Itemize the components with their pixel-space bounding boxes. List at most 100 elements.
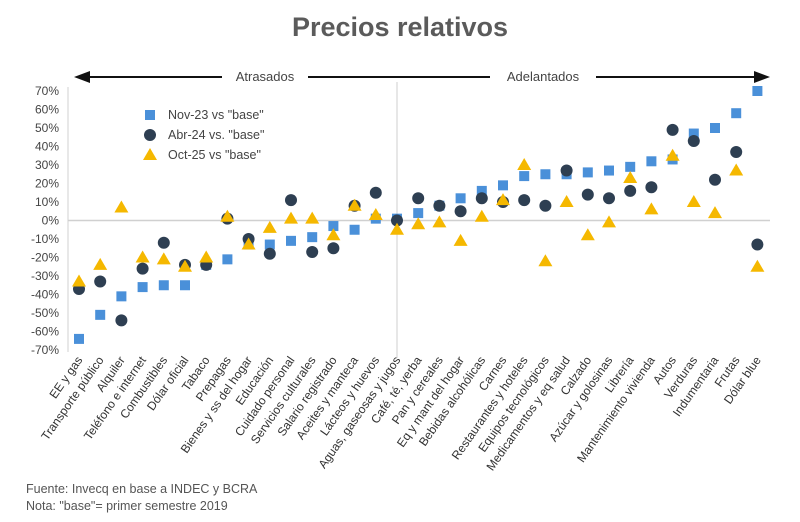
point-triangle-24 <box>580 228 595 241</box>
point-circle-1 <box>94 275 107 288</box>
point-triangle-18 <box>453 233 468 246</box>
base-note: Nota: "base"= primer semestre 2019 <box>26 499 228 513</box>
point-square-24 <box>582 167 593 178</box>
point-circle-10 <box>285 194 297 207</box>
point-triangle-4 <box>156 252 171 265</box>
legend-label: Oct-25 vs "base" <box>168 148 261 162</box>
y-tick-label: -30% <box>31 269 59 283</box>
arrow-band: Atrasados Adelantados <box>74 67 770 358</box>
axes: 70% 60% 50% 40% 30% 20% 10% 0% -10% -20% -30% -40% -… <box>31 84 770 357</box>
point-square-3 <box>137 282 148 293</box>
point-triangle-15 <box>390 222 404 235</box>
point-circle-2 <box>115 314 128 327</box>
legend-label: Abr-24 vs. "base" <box>168 128 264 142</box>
point-square-27 <box>646 156 657 167</box>
point-triangle-5 <box>178 259 192 272</box>
point-circle-25 <box>603 192 615 205</box>
y-tick-label: 30% <box>35 158 59 172</box>
point-circle-31 <box>730 146 743 159</box>
point-triangle-14 <box>368 207 383 220</box>
y-tick-label: 20% <box>35 177 59 191</box>
point-circle-24 <box>581 188 594 201</box>
point-triangle-16 <box>411 217 426 230</box>
y-tick-label: 60% <box>35 103 59 117</box>
point-circle-9 <box>263 247 276 260</box>
point-circle-32 <box>751 238 764 251</box>
point-square-9 <box>264 239 275 250</box>
point-square-12 <box>328 221 339 232</box>
point-square-21 <box>519 171 530 182</box>
point-triangle-1 <box>93 257 108 270</box>
point-square-7 <box>222 254 233 265</box>
point-circle-17 <box>433 199 446 212</box>
point-triangle-28 <box>665 148 680 161</box>
point-triangle-7 <box>220 209 235 222</box>
point-triangle-26 <box>623 170 638 183</box>
y-tick-label: 10% <box>35 195 59 209</box>
y-tick-label: -70% <box>31 343 59 357</box>
point-square-31 <box>731 108 742 119</box>
y-tick-label: 40% <box>35 140 59 154</box>
page-title: Precios relativos <box>291 12 509 42</box>
point-circle-26 <box>624 184 637 197</box>
point-triangle-20 <box>496 193 510 206</box>
point-circle-21 <box>518 194 531 207</box>
y-tick-label: -50% <box>31 306 59 320</box>
point-circle-15 <box>391 214 403 227</box>
point-square-32 <box>752 86 763 96</box>
legend: Nov-23 vs "base" Abr-24 vs. "base" Oct-25 … <box>143 108 264 162</box>
y-tick-label: -10% <box>31 232 59 246</box>
point-square-30 <box>710 123 720 133</box>
point-circle-19 <box>475 192 488 205</box>
point-square-19 <box>476 185 487 196</box>
point-triangle-32 <box>750 259 765 272</box>
point-triangle-23 <box>559 195 574 207</box>
point-triangle-13 <box>347 198 362 211</box>
point-circle-3 <box>136 262 149 275</box>
point-circle-30 <box>709 173 721 186</box>
arrow-label-left: Atrasados <box>236 69 295 84</box>
point-square-0 <box>74 333 84 344</box>
legend-marker-square <box>145 110 155 120</box>
point-triangle-19 <box>474 209 489 222</box>
arrow-left-icon <box>74 71 90 83</box>
point-square-2 <box>116 291 127 302</box>
legend-marker-circle <box>144 129 156 141</box>
point-triangle-0 <box>72 274 86 287</box>
point-triangle-30 <box>708 206 722 219</box>
point-square-13 <box>349 224 360 235</box>
point-triangle-11 <box>305 211 320 224</box>
point-square-1 <box>95 309 106 320</box>
point-circle-29 <box>687 134 700 147</box>
point-circle-16 <box>412 192 425 205</box>
source-note: Fuente: Invecq en base a INDEC y BCRA <box>26 482 258 496</box>
point-square-5 <box>180 280 190 291</box>
point-square-11 <box>307 232 318 243</box>
point-triangle-22 <box>538 254 553 267</box>
point-square-4 <box>158 280 169 291</box>
y-tick-label: -40% <box>31 288 59 302</box>
point-circle-27 <box>645 181 658 194</box>
legend-marker-triangle <box>143 148 157 160</box>
point-circle-22 <box>539 199 552 212</box>
data-marks <box>72 86 765 344</box>
point-square-18 <box>455 193 466 204</box>
point-triangle-3 <box>135 250 150 263</box>
point-square-10 <box>286 235 296 246</box>
point-triangle-29 <box>686 195 701 207</box>
point-triangle-10 <box>284 211 298 224</box>
y-tick-label: -20% <box>31 251 59 265</box>
point-triangle-8 <box>241 237 256 250</box>
point-circle-14 <box>369 186 382 199</box>
point-square-25 <box>604 165 614 176</box>
point-square-26 <box>625 161 636 172</box>
point-circle-12 <box>327 242 340 255</box>
point-triangle-12 <box>326 228 341 241</box>
y-tick-label: 50% <box>35 121 59 135</box>
y-tick-label: 70% <box>35 84 59 98</box>
point-square-22 <box>540 169 551 180</box>
point-circle-4 <box>157 236 170 249</box>
arrow-right-icon <box>754 71 770 83</box>
